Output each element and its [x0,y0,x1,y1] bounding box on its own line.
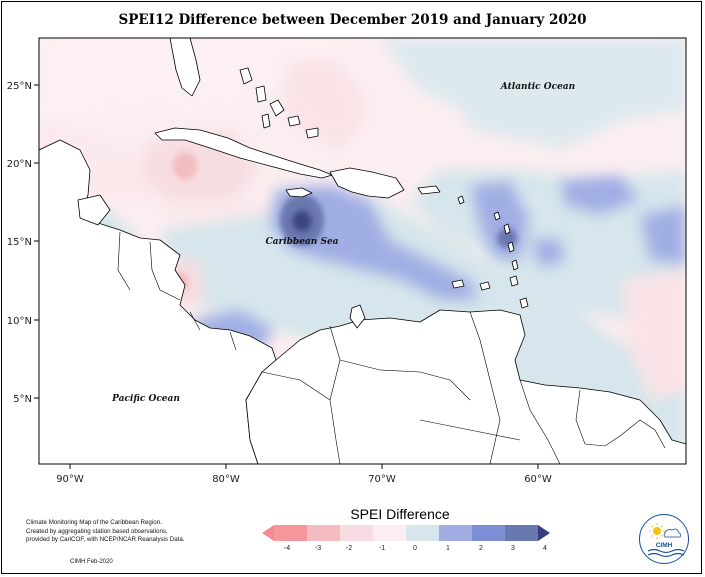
legend-swatch [439,525,472,541]
lat-label: 20°N [7,159,32,170]
credit-date: CIMH Feb-2020 [70,559,113,565]
legend-tick: 1 [446,545,450,552]
credit-text: Climate Monitoring Map of the Caribbean … [26,519,226,545]
country-borders [117,231,666,464]
legend-swatch [307,525,340,541]
spei-field [39,38,686,464]
legend-swatch [274,525,307,541]
legend-tick: -2 [346,545,352,552]
legend-above-arrow [538,525,550,541]
cimh-logo-graphic [647,523,685,558]
legend-below-arrow [262,525,274,541]
atlantic-ocean-label: Atlantic Ocean [500,82,575,92]
land-outlines [39,38,686,464]
credit-line: provided by CariCOF, with NCEP/NCAR Rean… [26,536,185,544]
pacific-ocean-label: Pacific Ocean [111,394,180,404]
legend-swatch [406,525,439,541]
map-title: SPEI12 Difference between December 2019 … [118,12,587,28]
lat-label: 5°N [13,394,32,405]
lon-label: 90°W [56,474,84,485]
caribbean-sea-label: Caribbean Sea [265,237,338,247]
legend-tick: -3 [315,545,321,552]
lat-label: 25°N [7,81,32,92]
legend-tick: 3 [511,545,515,552]
legend-swatch [340,525,373,541]
lat-label: 15°N [7,237,32,248]
logo-text: CIMH [655,542,673,549]
credit-line: Created by aggregating station based obs… [26,527,168,535]
axis-ticks [34,84,539,469]
lat-label: 10°N [7,316,32,327]
legend-swatch [373,525,406,541]
lon-label: 60°W [524,474,552,485]
legend-tick: -1 [379,545,385,552]
legend-tick: 4 [543,545,547,552]
legend-tick: 0 [413,545,417,552]
lon-label: 80°W [212,474,240,485]
legend-tick: 2 [479,545,483,552]
legend-title: SPEI Difference [350,506,450,522]
legend-ticks: -4 -3 -2 -1 0 1 2 3 4 [284,545,547,552]
map-border [38,37,687,465]
legend-swatch [472,525,505,541]
legend-swatch [505,525,538,541]
credit-line: Climate Monitoring Map of the Caribbean … [26,519,162,526]
lon-label: 70°W [368,474,396,485]
legend-colorbar [262,525,550,541]
legend-tick: -4 [284,545,290,552]
cimh-logo-icon: CIMH [639,514,689,564]
